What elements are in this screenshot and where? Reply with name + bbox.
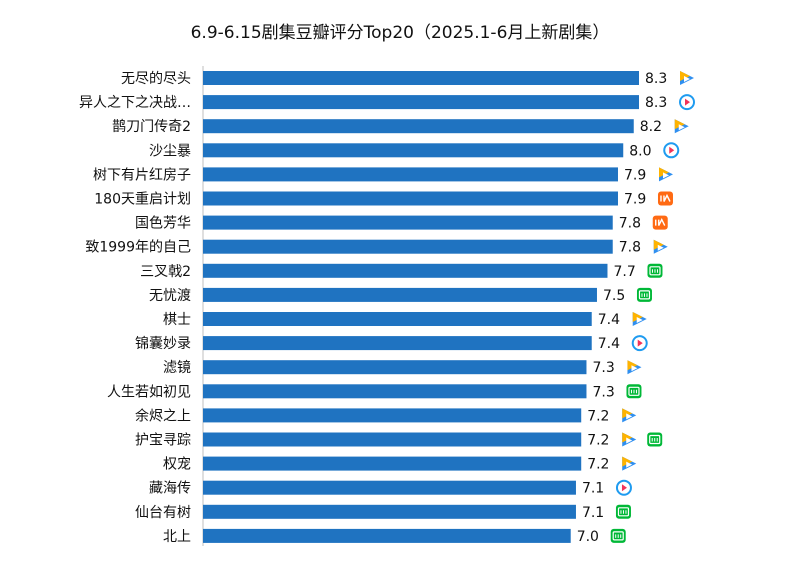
bar [203, 432, 582, 447]
mango-tv-icon [657, 191, 673, 206]
category-label: 致1999年的自己 [85, 240, 191, 256]
bar [203, 360, 587, 375]
category-label: 权宠 [163, 457, 191, 473]
value-label: 8.2 [640, 119, 662, 135]
iqiyi-icon [647, 263, 663, 278]
bar [203, 95, 639, 110]
tencent-video-icon [622, 432, 637, 447]
category-label: 三叉戟2 [140, 264, 191, 280]
tencent-video-icon [653, 239, 668, 254]
value-label: 7.8 [619, 240, 641, 256]
value-label: 7.4 [598, 336, 620, 352]
value-label: 7.2 [587, 457, 609, 473]
value-label: 7.5 [603, 288, 625, 304]
category-label: 沙尘暴 [149, 143, 191, 159]
category-label: 藏海传 [149, 481, 191, 497]
value-label: 7.7 [613, 264, 635, 280]
bar [203, 71, 639, 85]
category-label: 锦囊妙录 [135, 335, 191, 352]
value-label: 7.0 [577, 529, 599, 545]
iqiyi-icon [615, 504, 631, 519]
value-label: 7.3 [592, 384, 614, 400]
bar [203, 312, 592, 326]
value-label: 7.2 [587, 433, 609, 449]
value-label: 7.3 [592, 360, 614, 376]
tencent-video-icon [658, 167, 673, 182]
chart-title: 6.9-6.15剧集豆瓣评分Top20（2025.1-6月上新剧集） [190, 23, 610, 43]
bar [203, 191, 618, 206]
category-label: 国色芳华 [135, 215, 191, 232]
bar [203, 263, 608, 278]
value-label: 8.3 [645, 71, 667, 87]
bar [203, 167, 618, 182]
value-label: 7.8 [619, 216, 641, 232]
iqiyi-icon [636, 287, 652, 302]
category-label: 滤镜 [163, 360, 191, 376]
bar [203, 528, 571, 543]
youku-icon [663, 142, 680, 159]
tencent-video-icon [632, 312, 647, 326]
category-label: 树下有片红房子 [93, 167, 191, 183]
category-label: 护宝寻踪 [135, 433, 191, 449]
value-label: 7.2 [587, 408, 609, 424]
value-label: 7.9 [624, 192, 646, 208]
category-label: 余烬之上 [135, 407, 191, 424]
bar [203, 408, 582, 423]
category-label: 北上 [163, 529, 191, 545]
bar [203, 504, 576, 519]
bar [203, 143, 624, 158]
value-label: 7.4 [598, 312, 620, 328]
bar [203, 336, 592, 351]
bar [203, 287, 597, 302]
youku-icon [631, 335, 648, 352]
category-label: 鹊刀门传奇2 [112, 118, 191, 135]
category-label: 人生若如初见 [107, 383, 191, 400]
value-label: 7.1 [582, 505, 604, 521]
category-label: 仙台有树 [135, 505, 191, 521]
bar [203, 119, 634, 134]
tencent-video-icon [622, 456, 637, 471]
category-label: 异人之下之决战… [79, 95, 191, 111]
iqiyi-icon [647, 432, 663, 447]
bar [203, 239, 613, 254]
bar [203, 215, 613, 230]
iqiyi-icon [626, 384, 642, 399]
value-label: 7.9 [624, 167, 646, 183]
bar [203, 456, 582, 471]
value-label: 8.3 [645, 95, 667, 111]
mango-tv-icon [652, 215, 668, 230]
tencent-video-icon [622, 408, 637, 423]
youku-icon [615, 479, 632, 496]
iqiyi-icon [610, 528, 626, 543]
bar [203, 480, 576, 495]
value-label: 7.1 [582, 481, 604, 497]
value-label: 8.0 [629, 143, 651, 159]
tencent-video-icon [627, 360, 642, 375]
youku-icon [679, 94, 695, 111]
category-label: 无忧渡 [149, 288, 191, 304]
tencent-video-icon [680, 71, 694, 85]
category-label: 180天重启计划 [94, 192, 191, 208]
tencent-video-icon [674, 119, 689, 134]
category-label: 无尽的尽头 [121, 71, 191, 87]
category-label: 棋士 [163, 312, 191, 328]
bar [203, 384, 587, 399]
